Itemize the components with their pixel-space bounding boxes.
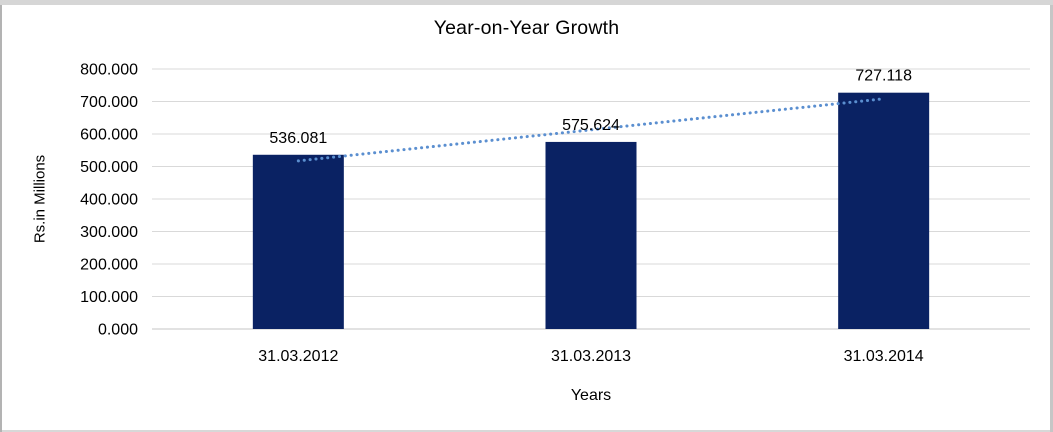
- y-tick-label: 200.000: [80, 257, 138, 274]
- bar-data-label: 575.624: [562, 117, 620, 134]
- y-tick-label: 800.000: [80, 62, 138, 79]
- y-tick-label: 700.000: [80, 94, 138, 111]
- y-tick-label: 600.000: [80, 127, 138, 144]
- bar: [838, 92, 930, 330]
- x-axis-title: Years: [570, 387, 612, 404]
- bar: [252, 154, 344, 329]
- x-tick-label: 31.03.2012: [258, 348, 338, 365]
- y-tick-label: 500.000: [80, 159, 138, 176]
- chart-title: Year-on-Year Growth: [433, 17, 620, 39]
- y-tick-label: 300.000: [80, 224, 138, 241]
- y-tick-label: 100.000: [80, 289, 138, 306]
- y-tick-label: 0.000: [98, 322, 138, 339]
- y-tick-label: 400.000: [80, 192, 138, 209]
- bar-data-label: 727.118: [855, 68, 912, 85]
- x-tick-label: 31.03.2013: [551, 348, 631, 365]
- x-tick-label: 31.03.2014: [844, 348, 924, 365]
- bar-data-label: 536.081: [269, 130, 327, 147]
- bar: [545, 141, 637, 329]
- trendline: [296, 97, 886, 163]
